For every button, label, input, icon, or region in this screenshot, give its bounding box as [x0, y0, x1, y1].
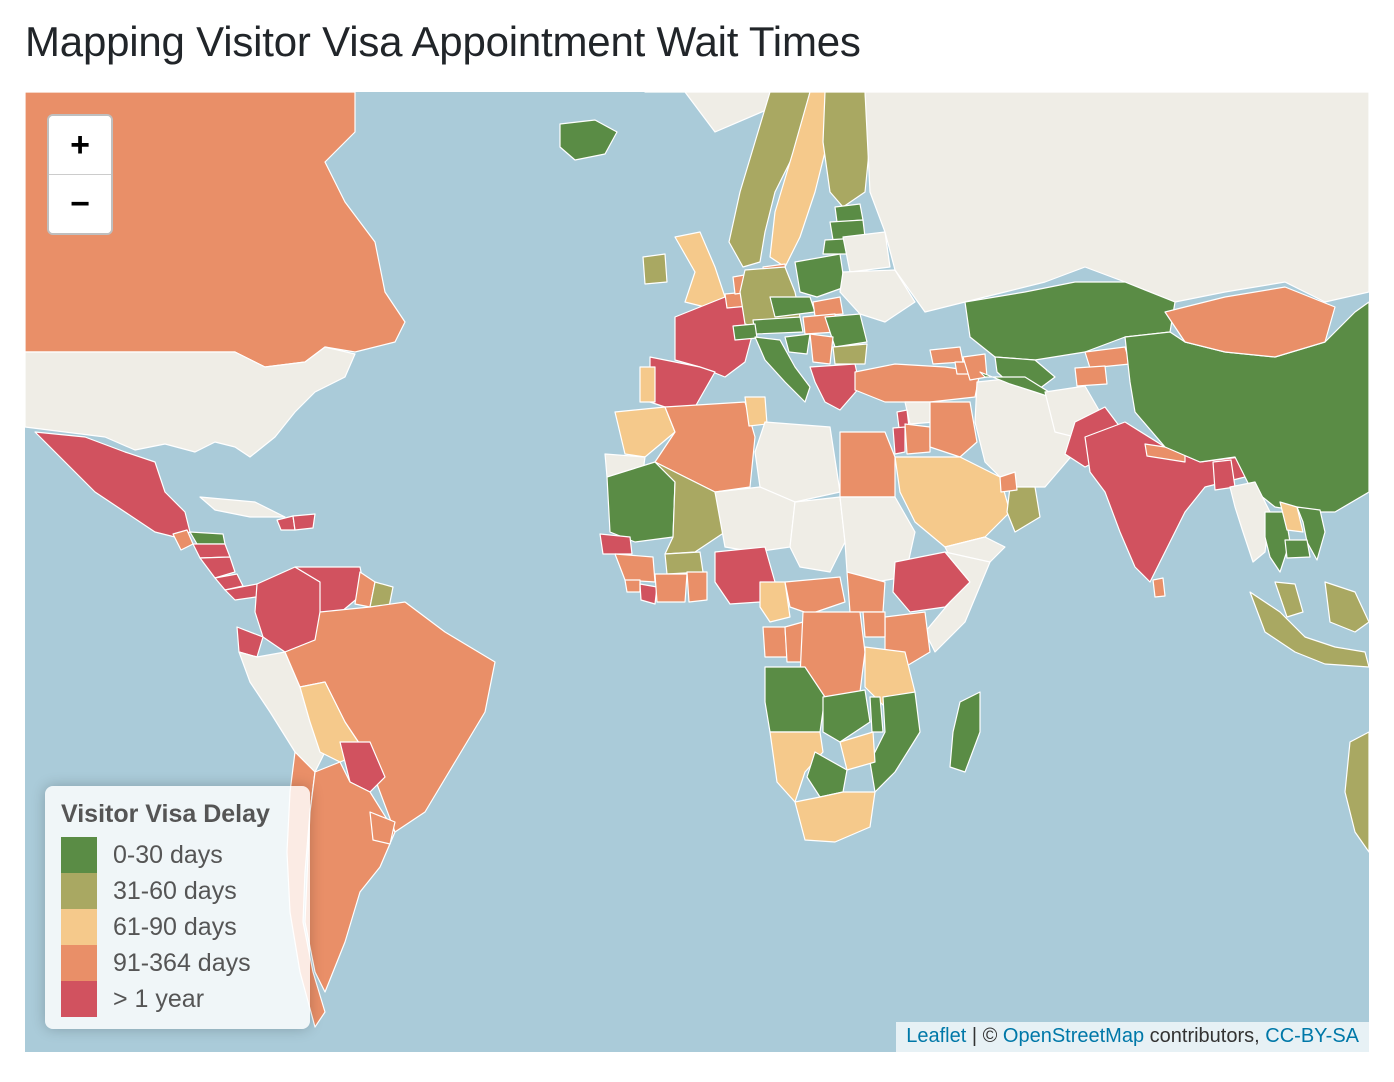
- country-gabon[interactable]: Gabon: [762, 626, 788, 658]
- country-croatia[interactable]: Croatia: [784, 333, 811, 355]
- country-bangladesh[interactable]: Bangladesh: [1212, 459, 1236, 491]
- country-switzerland[interactable]: Switzerland: [732, 323, 758, 341]
- country-colombia[interactable]: Colombia: [254, 566, 326, 653]
- country-paraguay[interactable]: Paraguay: [339, 741, 386, 793]
- legend-swatch: [61, 873, 97, 909]
- country-mongolia[interactable]: Mongolia: [1164, 286, 1336, 358]
- legend-swatch: [61, 945, 97, 981]
- country-cameroon[interactable]: Cameroon: [759, 581, 791, 623]
- country-somalia[interactable]: Somalia: [924, 551, 991, 653]
- country-ghana[interactable]: Ghana: [686, 571, 708, 603]
- country-central-african-republic[interactable]: Central African Republic: [784, 576, 846, 615]
- country-belarus[interactable]: Belarus: [842, 231, 891, 273]
- legend-item: 0-30 days: [61, 837, 294, 873]
- country-mozambique[interactable]: Mozambique: [869, 691, 921, 793]
- legend-label: 91-364 days: [113, 948, 251, 977]
- country-zambia[interactable]: Zambia: [822, 689, 871, 743]
- attribution-separator: | ©: [966, 1025, 1003, 1047]
- country-jordan[interactable]: Jordan: [904, 423, 931, 455]
- country-russia[interactable]: Russia: [864, 92, 1369, 313]
- country-cote-d-ivoire[interactable]: Cote d'Ivoire: [654, 573, 688, 603]
- country-tunisia[interactable]: Tunisia: [744, 396, 768, 427]
- country-poland[interactable]: Poland: [794, 253, 846, 298]
- country-finland[interactable]: Finland: [822, 92, 871, 208]
- country-sri-lanka[interactable]: Sri Lanka: [1152, 577, 1166, 598]
- country-cambodia[interactable]: Cambodia: [1284, 539, 1311, 559]
- country-laos[interactable]: Laos: [1279, 501, 1304, 533]
- map-attribution: Leaflet | © OpenStreetMap contributors, …: [896, 1022, 1369, 1052]
- country-uruguay[interactable]: Uruguay: [369, 811, 396, 845]
- country-egypt[interactable]: Egypt: [839, 431, 896, 498]
- country-iceland[interactable]: Iceland: [559, 119, 618, 161]
- country-malaysia[interactable]: Malaysia: [1274, 581, 1304, 618]
- country-bulgaria[interactable]: Bulgaria: [832, 343, 868, 365]
- country-tajikistan[interactable]: Tajikistan: [1074, 365, 1108, 387]
- country-portugal[interactable]: Portugal: [639, 366, 656, 403]
- country-sudan[interactable]: Sudan: [839, 496, 916, 583]
- country-madagascar[interactable]: Madagascar: [949, 691, 981, 773]
- country-dominican-republic[interactable]: Dominican Republic: [292, 513, 316, 531]
- legend-label: > 1 year: [113, 984, 205, 1013]
- country-austria[interactable]: Austria: [752, 316, 804, 335]
- legend-item: 31-60 days: [61, 873, 294, 909]
- country-estonia[interactable]: Estonia: [834, 203, 864, 223]
- country-namibia[interactable]: Namibia: [769, 731, 824, 803]
- country-senegal[interactable]: Senegal: [599, 533, 633, 555]
- zoom-in-button[interactable]: +: [49, 116, 111, 175]
- license-link[interactable]: CC-BY-SA: [1265, 1025, 1359, 1047]
- country-south-africa[interactable]: South Africa: [794, 791, 876, 843]
- country-uganda[interactable]: Uganda: [862, 611, 886, 638]
- country-iraq[interactable]: Iraq: [929, 401, 978, 458]
- legend: Visitor Visa Delay 0-30 days 31-60 days …: [45, 786, 310, 1029]
- country-vietnam[interactable]: Vietnam: [1296, 506, 1326, 561]
- country-liberia[interactable]: Liberia: [639, 583, 658, 605]
- country-italy[interactable]: Italy: [754, 336, 811, 403]
- legend-label: 0-30 days: [113, 840, 223, 869]
- country-morocco[interactable]: Morocco: [614, 406, 676, 458]
- country-malawi[interactable]: Malawi: [869, 696, 884, 733]
- country-myanmar[interactable]: Myanmar: [1229, 481, 1271, 563]
- country-indonesia[interactable]: Indonesia: [1249, 591, 1369, 668]
- country-nicaragua[interactable]: Nicaragua: [199, 556, 236, 579]
- country-costa-rica[interactable]: Costa Rica: [214, 573, 244, 591]
- country-mauritania[interactable]: Mauritania: [606, 461, 676, 543]
- country-uae[interactable]: UAE: [999, 471, 1018, 493]
- zoom-out-button[interactable]: −: [49, 175, 111, 233]
- page-title: Mapping Visitor Visa Appointment Wait Ti…: [25, 18, 861, 65]
- legend-swatch: [61, 837, 97, 873]
- legend-label: 61-90 days: [113, 912, 237, 941]
- leaflet-link[interactable]: Leaflet: [906, 1025, 967, 1047]
- country-greece[interactable]: Greece: [809, 363, 861, 411]
- country-israel[interactable]: Israel: [892, 426, 906, 455]
- openstreetmap-link[interactable]: OpenStreetMap: [1002, 1025, 1145, 1047]
- legend-item: > 1 year: [61, 981, 294, 1017]
- country-united-states[interactable]: United States: [25, 346, 356, 458]
- country-zimbabwe[interactable]: Zimbabwe: [839, 731, 876, 771]
- country-niger[interactable]: Niger: [714, 486, 796, 553]
- legend-swatch: [61, 909, 97, 945]
- legend-title: Visitor Visa Delay: [61, 800, 270, 828]
- legend-swatch: [61, 981, 97, 1017]
- country-ireland[interactable]: Ireland: [642, 253, 668, 285]
- country-serbia[interactable]: Serbia: [809, 333, 834, 365]
- country-honduras[interactable]: Honduras: [192, 543, 231, 559]
- legend-item: 61-90 days: [61, 909, 294, 945]
- country-philippines[interactable]: Philippines: [1324, 581, 1369, 633]
- zoom-control: + −: [47, 114, 113, 235]
- country-slovakia[interactable]: Slovakia: [812, 296, 844, 317]
- map-container[interactable]: CanadaUnited StatesGreenlandMexicoGuatem…: [25, 92, 1369, 1052]
- country-cuba[interactable]: Cuba: [199, 496, 286, 518]
- country-turkey[interactable]: Turkey: [854, 363, 981, 403]
- legend-item: 91-364 days: [61, 945, 294, 981]
- country-burkina-faso[interactable]: Burkina Faso: [664, 551, 704, 575]
- country-australia[interactable]: Australia: [1344, 731, 1369, 853]
- country-sierra-leone[interactable]: Sierra Leone: [624, 579, 641, 593]
- country-oman[interactable]: Oman: [1006, 486, 1041, 533]
- attribution-contributors: contributors,: [1144, 1025, 1266, 1047]
- country-layer: CanadaUnited StatesGreenlandMexicoGuatem…: [25, 92, 1369, 1028]
- legend-label: 31-60 days: [113, 876, 237, 905]
